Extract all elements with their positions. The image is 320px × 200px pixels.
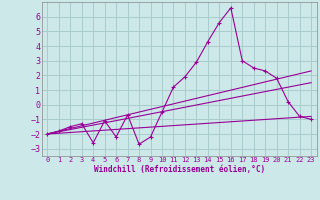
X-axis label: Windchill (Refroidissement éolien,°C): Windchill (Refroidissement éolien,°C) (94, 165, 265, 174)
